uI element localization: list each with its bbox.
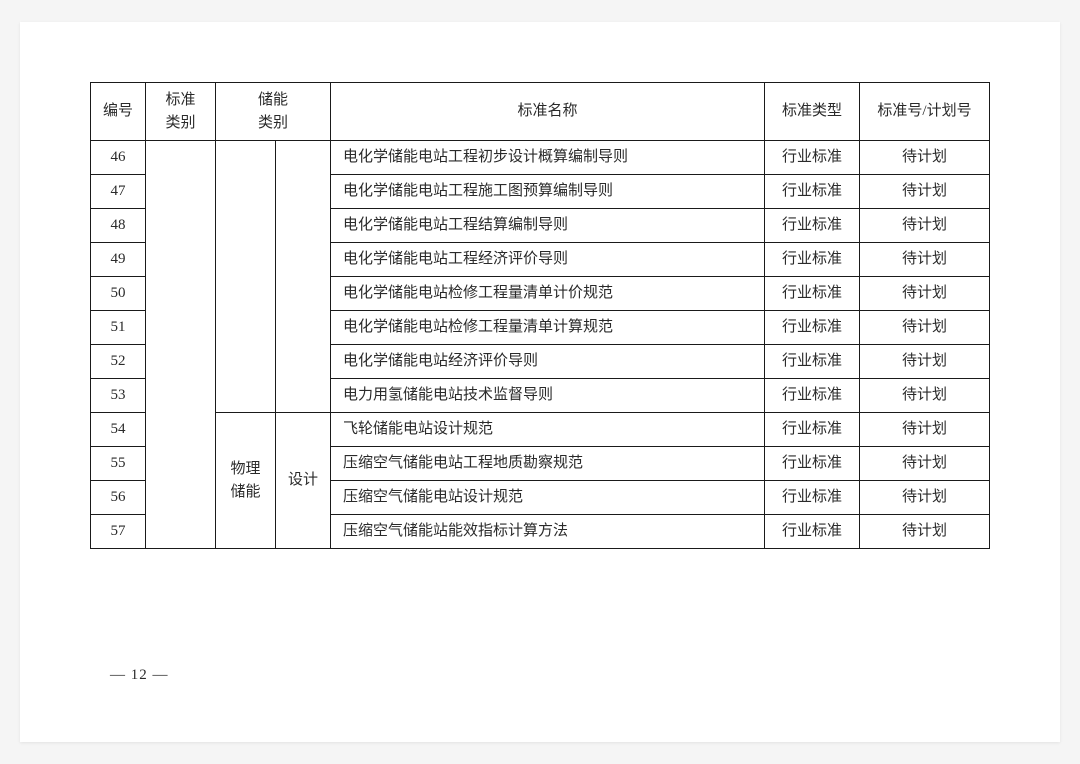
cell-num: 55: [91, 447, 146, 481]
cell-plan: 待计划: [860, 345, 990, 379]
document-page: 编号 标准 类别 储能 类别 标准名称 标准类型 标准号/计划号 46: [20, 22, 1060, 742]
cell-name: 电化学储能电站工程施工图预算编制导则: [331, 175, 765, 209]
cell-num: 56: [91, 481, 146, 515]
cell-name: 电化学储能电站检修工程量清单计算规范: [331, 311, 765, 345]
col-header-plan: 标准号/计划号: [860, 83, 990, 141]
cell-plan: 待计划: [860, 209, 990, 243]
cell-num: 46: [91, 141, 146, 175]
cell-type: 行业标准: [765, 413, 860, 447]
cell-plan: 待计划: [860, 243, 990, 277]
col-header-store-l2: 类别: [258, 115, 288, 131]
cell-num: 47: [91, 175, 146, 209]
cell-plan: 待计划: [860, 379, 990, 413]
cell-type: 行业标准: [765, 311, 860, 345]
cell-num: 53: [91, 379, 146, 413]
cell-num: 50: [91, 277, 146, 311]
page-number: — 12 —: [110, 667, 169, 684]
cell-type: 行业标准: [765, 243, 860, 277]
cell-num: 51: [91, 311, 146, 345]
cell-type: 行业标准: [765, 175, 860, 209]
cell-name: 压缩空气储能电站工程地质勘察规范: [331, 447, 765, 481]
cell-name: 电化学储能电站工程经济评价导则: [331, 243, 765, 277]
col-header-store-l1: 储能: [258, 92, 288, 108]
table-row: 54 物理 储能 设计 飞轮储能电站设计规范 行业标准 待计划: [91, 413, 990, 447]
col-header-name: 标准名称: [331, 83, 765, 141]
cell-type: 行业标准: [765, 345, 860, 379]
standards-table: 编号 标准 类别 储能 类别 标准名称 标准类型 标准号/计划号 46: [90, 82, 990, 549]
cell-type: 行业标准: [765, 481, 860, 515]
col-header-store: 储能 类别: [216, 83, 331, 141]
cell-name: 压缩空气储能站能效指标计算方法: [331, 515, 765, 549]
col-header-cat-l1: 标准: [165, 92, 195, 108]
cell-num: 57: [91, 515, 146, 549]
cell-plan: 待计划: [860, 481, 990, 515]
col-header-cat: 标准 类别: [146, 83, 216, 141]
cell-type: 行业标准: [765, 515, 860, 549]
cell-num: 48: [91, 209, 146, 243]
cell-name: 压缩空气储能电站设计规范: [331, 481, 765, 515]
cell-cat-merged: [146, 141, 216, 549]
cell-type: 行业标准: [765, 447, 860, 481]
cell-plan: 待计划: [860, 447, 990, 481]
cell-plan: 待计划: [860, 311, 990, 345]
cell-store-merged-b: 物理 储能: [216, 413, 276, 549]
col-header-cat-l2: 类别: [165, 115, 195, 131]
col-header-type: 标准类型: [765, 83, 860, 141]
cell-plan: 待计划: [860, 141, 990, 175]
store-label-l2: 储能: [230, 484, 260, 500]
cell-type: 行业标准: [765, 277, 860, 311]
cell-plan: 待计划: [860, 277, 990, 311]
cell-name: 电力用氢储能电站技术监督导则: [331, 379, 765, 413]
cell-type: 行业标准: [765, 379, 860, 413]
cell-plan: 待计划: [860, 413, 990, 447]
cell-plan: 待计划: [860, 175, 990, 209]
cell-type: 行业标准: [765, 209, 860, 243]
cell-name: 电化学储能电站工程初步设计概算编制导则: [331, 141, 765, 175]
table-header-row: 编号 标准 类别 储能 类别 标准名称 标准类型 标准号/计划号: [91, 83, 990, 141]
cell-phase-merged-a: [276, 141, 331, 413]
store-label-l1: 物理: [230, 461, 260, 477]
cell-type: 行业标准: [765, 141, 860, 175]
cell-plan: 待计划: [860, 515, 990, 549]
cell-num: 49: [91, 243, 146, 277]
table-row: 46 电化学储能电站工程初步设计概算编制导则 行业标准 待计划: [91, 141, 990, 175]
cell-name: 飞轮储能电站设计规范: [331, 413, 765, 447]
cell-store-merged-a: [216, 141, 276, 413]
cell-num: 54: [91, 413, 146, 447]
cell-phase-merged-b: 设计: [276, 413, 331, 549]
cell-name: 电化学储能电站经济评价导则: [331, 345, 765, 379]
cell-name: 电化学储能电站检修工程量清单计价规范: [331, 277, 765, 311]
cell-name: 电化学储能电站工程结算编制导则: [331, 209, 765, 243]
cell-num: 52: [91, 345, 146, 379]
col-header-num: 编号: [91, 83, 146, 141]
